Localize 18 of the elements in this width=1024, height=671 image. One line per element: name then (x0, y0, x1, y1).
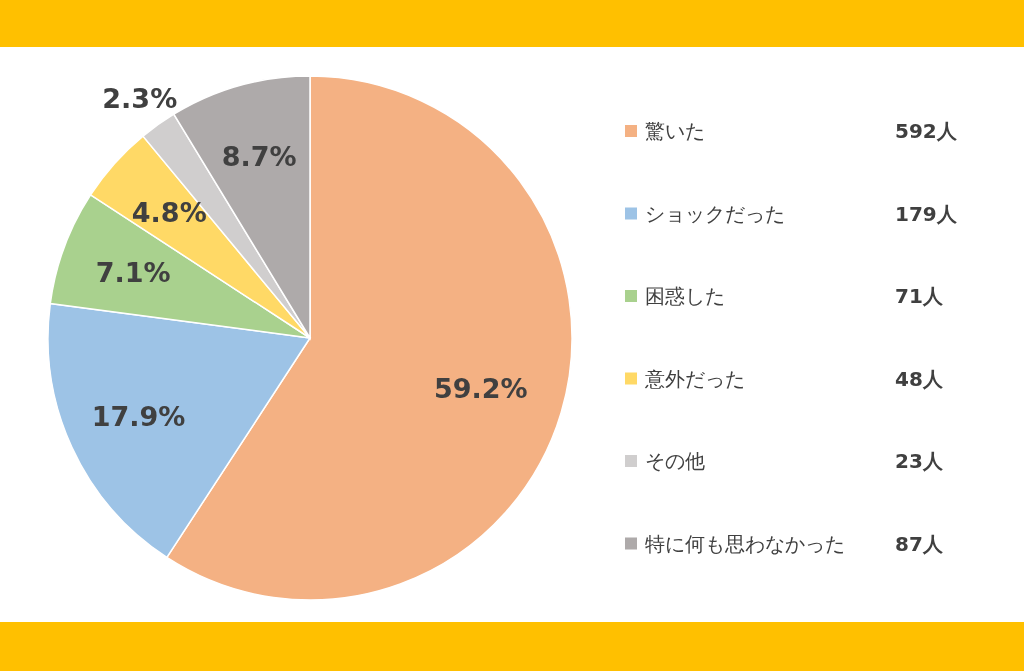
data-label: 17.9% (91, 401, 186, 433)
text: 48人 (895, 366, 944, 391)
legend-label: 特に何も思わなかった (645, 531, 845, 556)
legend-label: 驚いた (645, 119, 705, 143)
text: 23人 (895, 449, 944, 473)
text: 71人 (895, 284, 944, 308)
legend-label: 意外だった (644, 366, 745, 391)
data-label: 8.7% (221, 140, 297, 172)
legend-label: その他 (645, 449, 705, 473)
text: 592人 (895, 119, 958, 143)
data-label: 2.3% (102, 83, 178, 115)
data-label: 7.1% (95, 256, 171, 288)
text: 179人 (895, 201, 958, 226)
text: 87人 (895, 531, 944, 556)
legend-label: ショックだった (645, 201, 785, 226)
legend-label: 困惑した (645, 284, 725, 308)
data-label: 59.2% (433, 373, 528, 405)
data-label: 4.8% (131, 196, 207, 228)
